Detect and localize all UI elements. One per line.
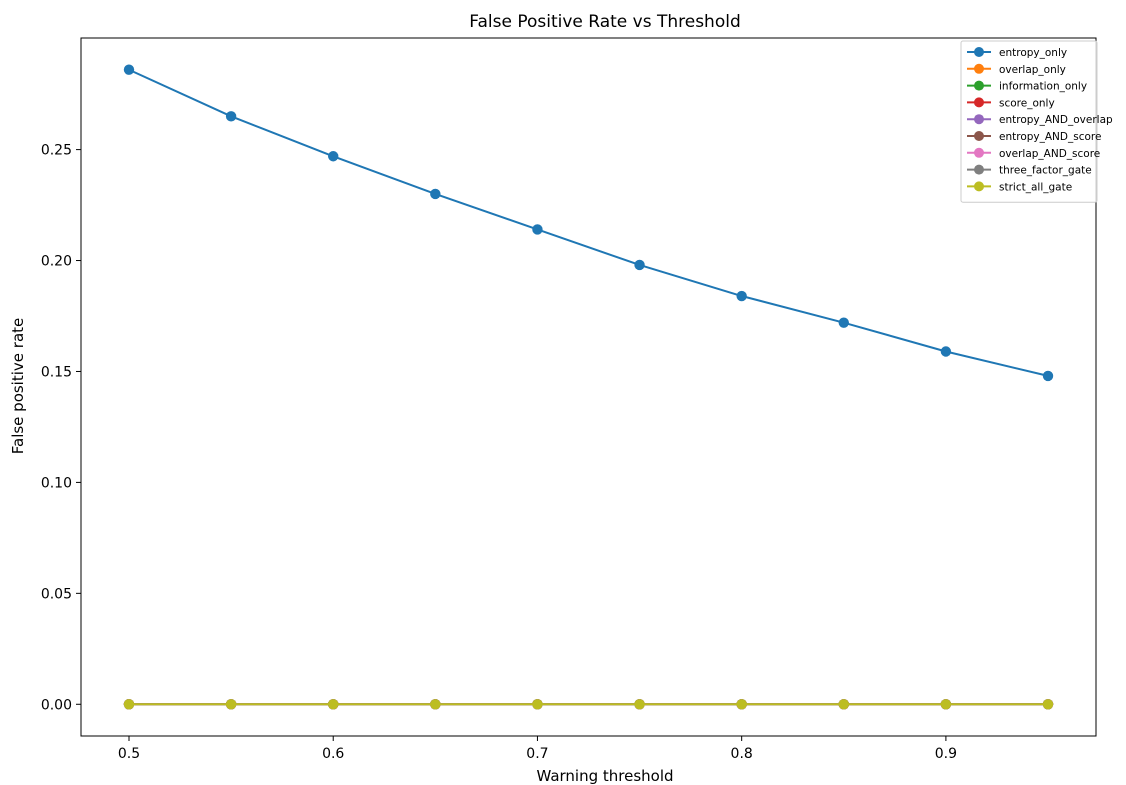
data-point-strict_all_gate-2: [328, 699, 339, 710]
x-tick-label: 0.8: [731, 746, 753, 762]
y-tick-label: 0.15: [41, 364, 72, 380]
data-point-strict_all_gate-6: [736, 699, 747, 710]
data-point-entropy_only-4: [532, 224, 543, 235]
legend-marker-overlap_only: [974, 63, 984, 74]
x-tick-label: 0.6: [322, 746, 344, 762]
legend-marker-strict_all_gate: [974, 181, 984, 192]
data-point-strict_all_gate-9: [1042, 699, 1054, 710]
x-tick-label: 0.5: [118, 746, 140, 762]
data-point-strict_all_gate-3: [430, 699, 441, 710]
data-point-strict_all_gate-8: [940, 699, 952, 710]
x-axis-label: Warning threshold: [536, 767, 673, 785]
data-point-entropy_only-3: [430, 188, 441, 200]
series-line-entropy_only: [128, 68, 1049, 377]
legend-entry-overlap_only: overlap_only: [999, 64, 1066, 76]
y-tick-label: 0.10: [41, 475, 72, 491]
data-point-entropy_only-7: [838, 317, 849, 328]
y-axis-label: False positive rate: [9, 318, 27, 455]
legend-marker-entropy_AND_score: [974, 131, 984, 141]
data-point-strict_all_gate-4: [532, 699, 543, 710]
legend-marker-three_factor_gate: [974, 164, 984, 175]
plot-area: [123, 64, 1054, 710]
chart-title: False Positive Rate vs Threshold: [469, 12, 741, 32]
legend-entry-score_only: score_only: [999, 97, 1055, 109]
data-point-strict_all_gate-7: [838, 699, 849, 710]
data-point-entropy_only-5: [634, 259, 645, 271]
data-point-strict_all_gate-1: [225, 699, 237, 710]
y-tick-label: 0.20: [41, 254, 72, 270]
legend-entry-information_only: information_only: [999, 81, 1087, 93]
y-tick-label: 0.05: [41, 586, 72, 602]
legend: entropy_only overlap_only information_only…: [960, 40, 1113, 203]
x-tick-label: 0.9: [935, 746, 957, 762]
y-tick-label: 0.25: [41, 143, 72, 159]
data-point-entropy_only-1: [225, 111, 237, 122]
axes-frame: [80, 37, 1097, 737]
legend-entry-entropy_AND_overlap: entropy_AND_overlap: [999, 114, 1113, 126]
legend-marker-entropy_AND_overlap: [974, 114, 984, 125]
legend-marker-overlap_AND_score: [974, 147, 984, 158]
data-point-entropy_only-8: [940, 346, 952, 357]
x-tick-label: 0.7: [526, 746, 548, 762]
legend-entry-overlap_AND_score: overlap_AND_score: [999, 148, 1100, 160]
axes: 0.5 0.6 0.7 0.8 0.9 0.00 0.05 0.10 0.15 0.20 0.25: [41, 37, 1097, 762]
data-point-entropy_only-2: [328, 151, 339, 162]
data-point-strict_all_gate-0: [123, 699, 135, 710]
data-point-strict_all_gate-5: [634, 699, 645, 710]
data-point-entropy_only-9: [1042, 370, 1054, 382]
legend-marker-entropy_only: [974, 47, 984, 57]
legend-entry-entropy_only: entropy_only: [999, 47, 1067, 59]
data-point-entropy_only-6: [736, 290, 747, 302]
legend-entry-strict_all_gate: strict_all_gate: [999, 181, 1072, 193]
legend-entry-three_factor_gate: three_factor_gate: [999, 165, 1092, 177]
legend-marker-information_only: [974, 80, 984, 91]
legend-marker-score_only: [974, 97, 984, 108]
legend-entry-entropy_AND_score: entropy_AND_score: [999, 131, 1101, 143]
y-tick-label: 0.00: [41, 697, 72, 713]
data-point-entropy_only-0: [123, 64, 135, 75]
legend-frame: [960, 40, 1098, 203]
